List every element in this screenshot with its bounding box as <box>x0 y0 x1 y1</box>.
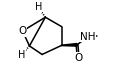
Polygon shape <box>61 43 76 46</box>
Text: NH: NH <box>79 32 95 42</box>
Text: O: O <box>18 26 26 36</box>
Text: H: H <box>18 50 25 60</box>
Text: O: O <box>73 52 82 62</box>
Text: H: H <box>34 2 41 12</box>
